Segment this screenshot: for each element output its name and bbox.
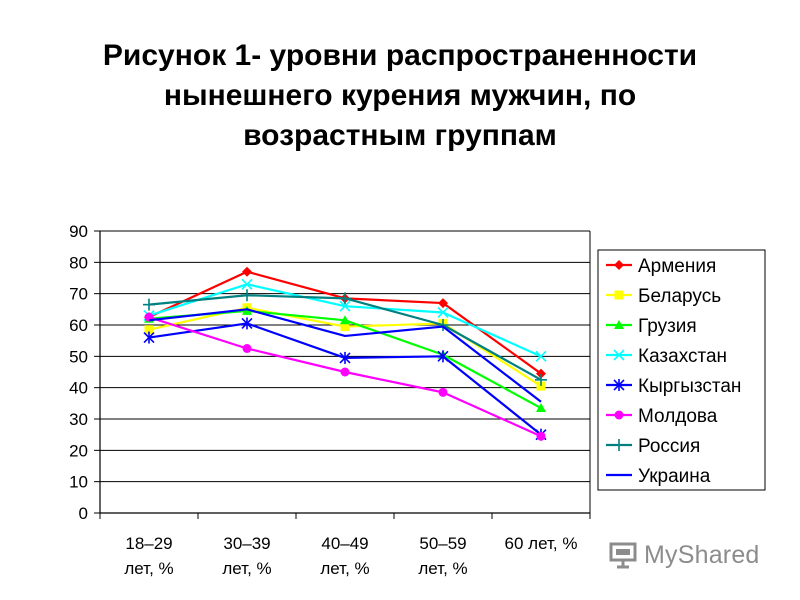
data-point bbox=[339, 351, 351, 364]
data-point bbox=[613, 349, 625, 361]
legend-label: Грузия bbox=[638, 316, 697, 337]
series-7 bbox=[148, 308, 542, 403]
y-tick-label: 70 bbox=[69, 285, 88, 304]
data-point bbox=[143, 331, 155, 344]
axis-layer: 0 10 20 30 40 50 60 70 80 90 18–29 лет, % 30–39 лет, … bbox=[69, 222, 591, 578]
data-point bbox=[241, 317, 253, 330]
watermark: MyShared bbox=[608, 540, 768, 570]
y-tick-label: 30 bbox=[69, 410, 88, 429]
data-point bbox=[340, 322, 350, 332]
legend-box bbox=[597, 249, 766, 491]
data-point bbox=[614, 260, 624, 270]
x-tick-label: 60 лет, % bbox=[505, 534, 578, 553]
data-point bbox=[437, 350, 449, 363]
data-point bbox=[438, 298, 448, 309]
data-point bbox=[535, 350, 547, 362]
legend-item: Беларусь bbox=[606, 286, 721, 307]
y-tick-label: 60 bbox=[69, 316, 88, 335]
series-line bbox=[148, 308, 542, 403]
x-tick-label: 50–59 bbox=[419, 534, 466, 553]
x-tick-label: лет, % bbox=[124, 559, 173, 578]
watermark-text: MyShared bbox=[644, 540, 760, 569]
x-tick-label: лет, % bbox=[418, 559, 467, 578]
series-6 bbox=[143, 289, 547, 386]
data-point bbox=[242, 266, 252, 277]
grid-layer bbox=[100, 230, 590, 513]
data-point bbox=[536, 431, 546, 441]
legend-label: Молдова bbox=[638, 406, 718, 427]
legend-item: Грузия bbox=[606, 316, 697, 337]
data-point bbox=[339, 292, 351, 305]
series-layer bbox=[143, 266, 547, 441]
title-line: Рисунок 1- уровни распространенности bbox=[102, 39, 698, 72]
legend-label: Беларусь bbox=[638, 286, 721, 307]
legend-label: Кыргызстан bbox=[638, 376, 741, 397]
data-point bbox=[144, 325, 154, 335]
y-tick-label: 90 bbox=[69, 222, 88, 241]
legend-label: Россия bbox=[638, 436, 700, 457]
data-point bbox=[339, 300, 351, 312]
legend-item: Кыргызстан bbox=[606, 376, 741, 397]
data-point bbox=[143, 298, 155, 311]
data-point bbox=[241, 278, 253, 290]
data-point bbox=[613, 379, 625, 391]
data-point bbox=[535, 373, 547, 386]
title-line: возрастным группам bbox=[243, 119, 557, 152]
presentation-screen-icon bbox=[609, 542, 637, 569]
x-tick-label: лет, % bbox=[320, 559, 369, 578]
series-4 bbox=[143, 317, 547, 441]
legend: Армения Беларусь Грузия Казахстан Кыргызстан… bbox=[597, 249, 766, 491]
y-tick-label: 20 bbox=[69, 441, 88, 460]
x-tick-label: 40–49 bbox=[321, 534, 368, 553]
data-point bbox=[437, 306, 449, 319]
series-5 bbox=[144, 312, 546, 441]
legend-item: Украина bbox=[606, 466, 711, 487]
data-point bbox=[438, 387, 448, 397]
data-point bbox=[536, 403, 546, 413]
x-tick-label: 30–39 bbox=[223, 534, 270, 553]
data-point bbox=[614, 410, 624, 420]
y-tick-label: 0 bbox=[79, 504, 88, 523]
y-tick-label: 40 bbox=[69, 379, 88, 398]
data-point bbox=[613, 439, 625, 451]
legend-item: Молдова bbox=[606, 406, 718, 427]
title-line: нынешнего курения мужчин, по bbox=[163, 79, 637, 112]
x-tick-label: лет, % bbox=[222, 559, 271, 578]
legend-label: Армения bbox=[638, 256, 716, 277]
legend-label: Украина bbox=[638, 466, 711, 487]
y-tick-label: 10 bbox=[69, 473, 88, 492]
data-point bbox=[536, 368, 546, 379]
data-point bbox=[241, 289, 253, 302]
data-point bbox=[242, 344, 252, 353]
data-point bbox=[536, 381, 546, 391]
legend-item: Армения bbox=[606, 256, 716, 277]
legend-item: Россия bbox=[606, 436, 700, 457]
data-point bbox=[437, 319, 449, 331]
data-point bbox=[614, 290, 624, 300]
data-point bbox=[340, 367, 350, 377]
slide-title: Рисунок 1- уровни распространенности нын… bbox=[40, 36, 760, 156]
data-point bbox=[340, 315, 350, 325]
x-tick-label: 18–29 bbox=[125, 534, 172, 553]
legend-label: Казахстан bbox=[638, 346, 727, 367]
y-tick-label: 50 bbox=[69, 347, 88, 366]
data-point bbox=[614, 320, 624, 329]
legend-item: Казахстан bbox=[606, 346, 727, 367]
y-tick-label: 80 bbox=[69, 253, 88, 272]
